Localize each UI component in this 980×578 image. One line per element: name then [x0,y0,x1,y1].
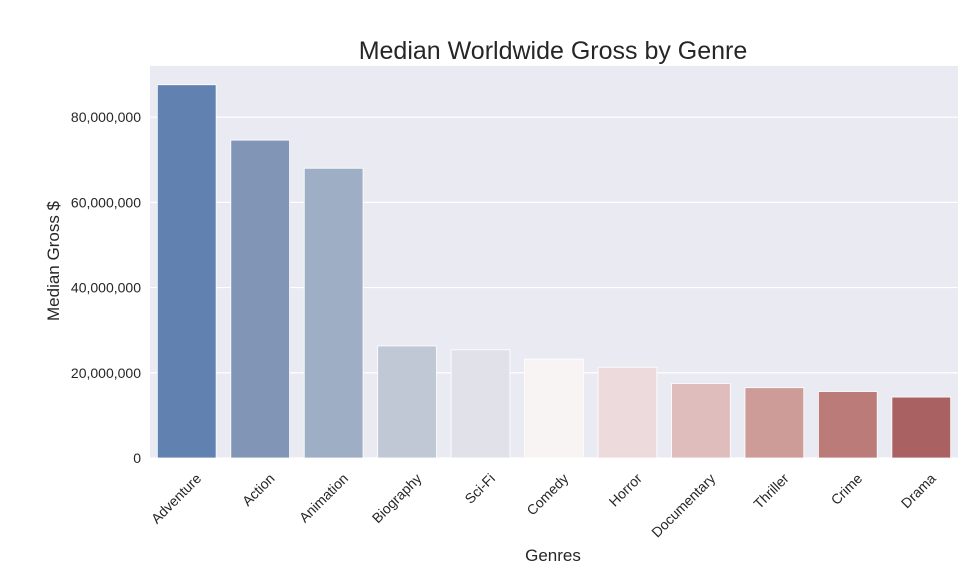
bar-crime [818,391,878,459]
x-axis-ticks: Adventure Action Animation Biography Sci-Fi C… [148,470,939,540]
bar-biography [377,345,437,459]
bar-documentary [671,383,731,459]
x-tick-label: Adventure [148,470,205,527]
y-tick-label: 80,000,000 [71,109,141,125]
bar-drama [891,396,952,459]
y-axis-ticks: 0 20,000,000 40,000,000 60,000,000 80,000,00… [71,109,141,466]
x-tick-label: Documentary [648,470,718,540]
bar-comedy [524,358,584,459]
y-tick-label: 40,000,000 [71,280,141,296]
y-tick-label: 20,000,000 [71,365,141,381]
bars [156,84,952,459]
x-tick-label: Drama [898,470,939,511]
x-tick-label: Horror [606,470,646,510]
y-tick-label: 60,000,000 [71,194,141,210]
bar-horror [597,366,658,459]
x-tick-label: Thriller [750,470,792,512]
x-tick-label: Sci-Fi [461,470,498,507]
bar-action [230,139,290,459]
chart-title: Median Worldwide Gross by Genre [359,37,748,65]
bar-adventure [156,84,217,459]
x-tick-label: Comedy [523,470,571,518]
y-tick-label: 0 [133,450,141,466]
x-tick-label: Action [239,470,278,509]
x-axis-label: Genres [525,546,581,565]
bar-sci-fi [450,349,511,459]
x-tick-label: Animation [296,470,351,525]
y-axis-label: Median Gross $ [44,200,63,321]
x-tick-label: Crime [828,470,866,508]
bar-thriller [744,387,805,459]
x-tick-label: Biography [369,470,425,526]
bar-animation [303,167,364,459]
